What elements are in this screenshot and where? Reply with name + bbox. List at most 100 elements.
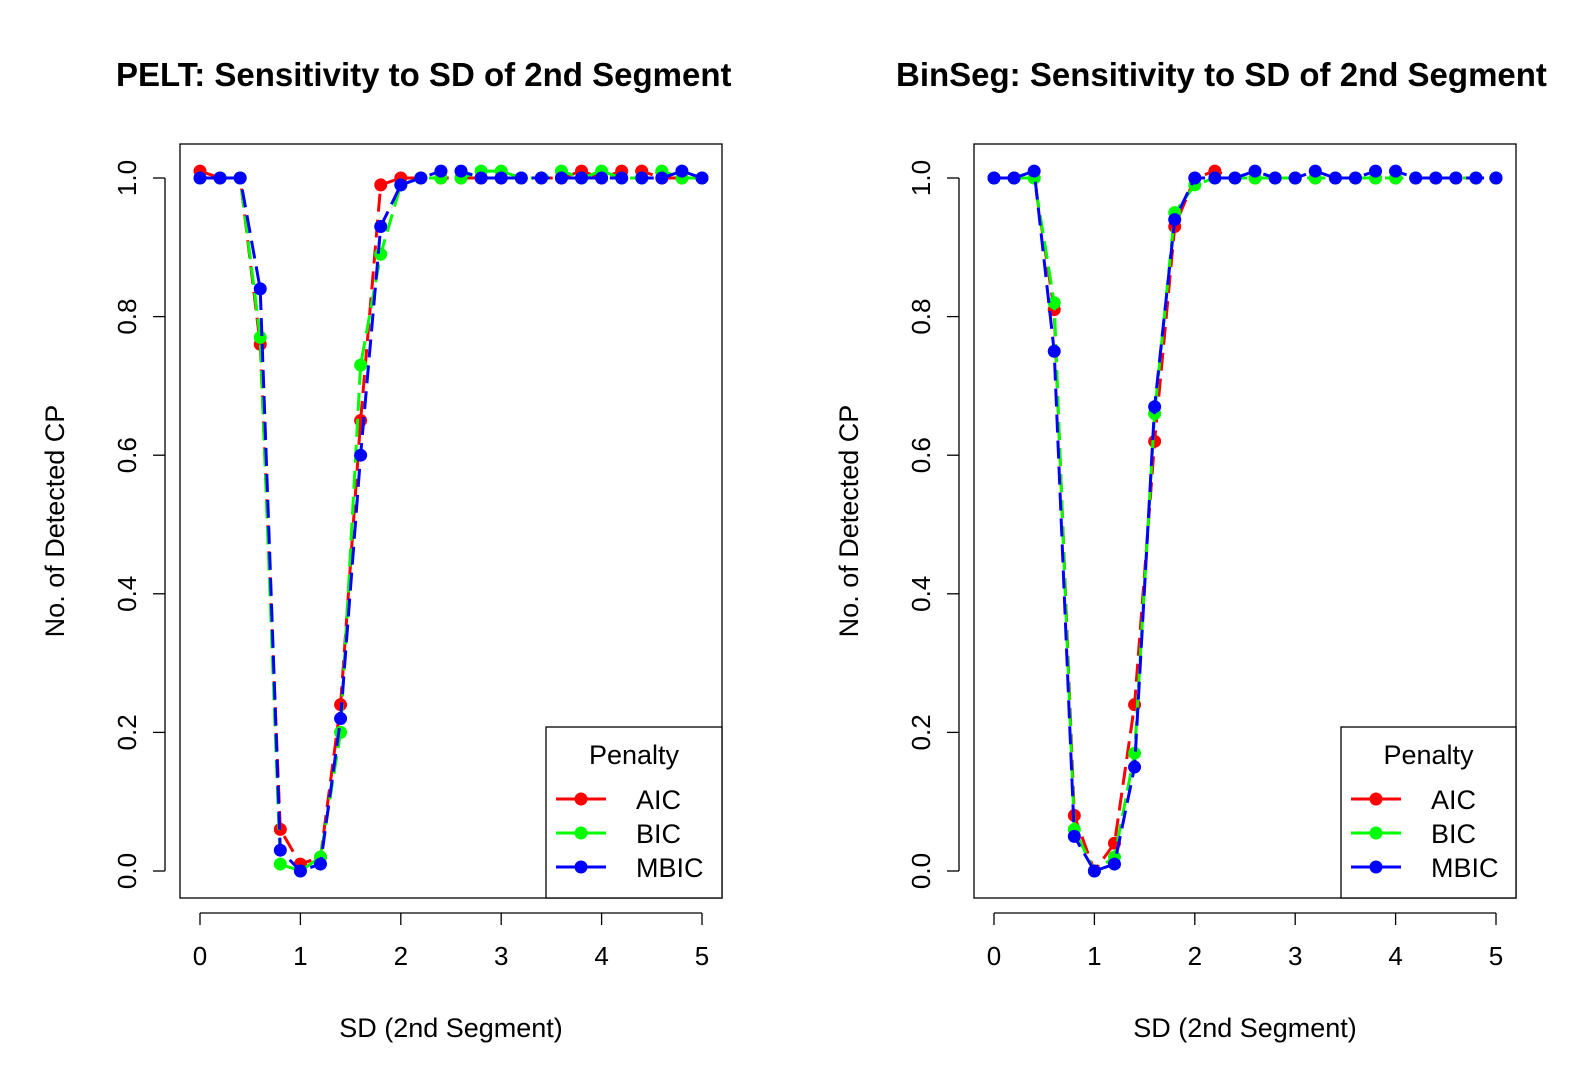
x-tick-label: 1: [1087, 941, 1101, 971]
data-point-mbic: [434, 164, 448, 178]
chart-title: PELT: Sensitivity to SD of 2nd Segment: [116, 56, 731, 93]
x-tick-label: 1: [293, 941, 307, 971]
data-point-aic: [374, 178, 388, 192]
data-point-mbic: [293, 864, 307, 878]
data-point-mbic: [494, 171, 508, 185]
data-point-mbic: [1248, 164, 1262, 178]
y-tick-label: 0.0: [906, 853, 936, 889]
legend-swatch-point: [1369, 826, 1383, 840]
data-point-mbic: [374, 220, 388, 234]
x-tick-label: 3: [494, 941, 508, 971]
data-point-mbic: [313, 857, 327, 871]
data-point-mbic: [1288, 171, 1302, 185]
y-axis-label: No. of Detected CP: [40, 405, 70, 638]
data-point-mbic: [233, 171, 247, 185]
data-point-mbic: [1369, 164, 1383, 178]
legend-label-aic: AIC: [636, 785, 681, 815]
data-point-mbic: [474, 171, 488, 185]
data-point-bic: [273, 857, 287, 871]
data-point-mbic: [1389, 164, 1403, 178]
data-point-mbic: [334, 712, 348, 726]
legend-swatch-point: [574, 860, 588, 874]
x-tick-label: 4: [594, 941, 608, 971]
data-point-mbic: [575, 171, 589, 185]
series-mbic: [193, 164, 709, 878]
y-tick-label: 0.2: [906, 714, 936, 750]
y-tick-label: 0.8: [112, 299, 142, 335]
binseg-panel: BinSeg: Sensitivity to SD of 2nd Segment…: [834, 56, 1547, 1043]
y-tick-label: 0.2: [112, 714, 142, 750]
data-point-mbic: [354, 448, 368, 462]
data-point-mbic: [695, 171, 709, 185]
chart-title: BinSeg: Sensitivity to SD of 2nd Segment: [896, 56, 1547, 93]
x-tick-label: 0: [193, 941, 207, 971]
data-point-bic: [334, 725, 348, 739]
data-point-mbic: [1348, 171, 1362, 185]
x-tick-label: 0: [987, 941, 1001, 971]
data-point-mbic: [1449, 171, 1463, 185]
y-tick-label: 0.0: [112, 853, 142, 889]
plot-frame: [973, 143, 1517, 899]
data-point-mbic: [1429, 171, 1443, 185]
data-point-mbic: [1328, 171, 1342, 185]
data-point-bic: [253, 330, 267, 344]
data-point-mbic: [987, 171, 1001, 185]
y-tick-label: 0.4: [906, 576, 936, 612]
legend-label-aic: AIC: [1431, 785, 1476, 815]
data-point-mbic: [1128, 760, 1142, 774]
y-tick-label: 0.6: [906, 437, 936, 473]
legend-swatch-point: [1369, 792, 1383, 806]
y-tick-label: 0.4: [112, 576, 142, 612]
legend-swatch-point: [1369, 860, 1383, 874]
data-point-mbic: [1469, 171, 1483, 185]
data-point-mbic: [193, 171, 207, 185]
x-axis-label: SD (2nd Segment): [339, 1013, 563, 1043]
data-point-mbic: [534, 171, 548, 185]
pelt-panel: PELT: Sensitivity to SD of 2nd Segment 0 1…: [40, 56, 731, 1043]
data-point-mbic: [1308, 164, 1322, 178]
data-point-mbic: [394, 178, 408, 192]
data-point-bic: [1128, 746, 1142, 760]
legend-swatch-point: [574, 826, 588, 840]
data-point-mbic: [1489, 171, 1503, 185]
data-point-mbic: [1228, 171, 1242, 185]
y-tick-label: 0.8: [906, 299, 936, 335]
data-point-mbic: [615, 171, 629, 185]
series-line-mbic: [994, 169, 1496, 873]
data-point-mbic: [1409, 171, 1423, 185]
y-tick-label: 0.6: [112, 437, 142, 473]
data-point-mbic: [1168, 213, 1182, 227]
data-point-mbic: [595, 171, 609, 185]
series-mbic: [987, 164, 1503, 878]
y-tick-label: 1.0: [112, 160, 142, 196]
y-axis-label: No. of Detected CP: [834, 405, 864, 638]
data-point-bic: [374, 247, 388, 261]
data-point-bic: [354, 358, 368, 372]
data-point-mbic: [253, 282, 267, 296]
data-point-mbic: [1268, 171, 1282, 185]
data-point-mbic: [1027, 164, 1041, 178]
x-tick-label: 5: [695, 941, 709, 971]
legend-title: Penalty: [589, 740, 680, 770]
x-tick-label: 4: [1388, 941, 1402, 971]
legend-label-bic: BIC: [1431, 819, 1476, 849]
x-tick-label: 2: [1188, 941, 1202, 971]
data-point-mbic: [454, 164, 468, 178]
data-point-bic: [1047, 296, 1061, 310]
legend-label-mbic: MBIC: [1431, 853, 1499, 883]
data-point-mbic: [1188, 171, 1202, 185]
data-point-mbic: [514, 171, 528, 185]
data-point-mbic: [1107, 857, 1121, 871]
data-point-mbic: [1148, 400, 1162, 414]
data-point-mbic: [675, 164, 689, 178]
data-point-mbic: [655, 171, 669, 185]
data-point-mbic: [273, 843, 287, 857]
data-point-mbic: [213, 171, 227, 185]
legend-title: Penalty: [1383, 740, 1474, 770]
legend: Penalty AIC BIC MBIC: [1340, 726, 1517, 899]
legend-label-mbic: MBIC: [636, 853, 704, 883]
x-tick-label: 3: [1288, 941, 1302, 971]
x-tick-label: 2: [394, 941, 408, 971]
x-axis-label: SD (2nd Segment): [1133, 1013, 1357, 1043]
